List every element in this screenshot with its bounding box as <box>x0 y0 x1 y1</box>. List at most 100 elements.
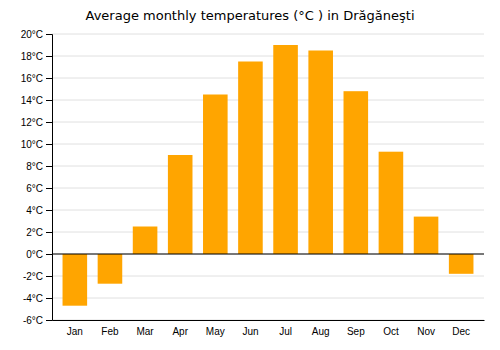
x-tick-label: Feb <box>101 326 119 337</box>
grid-line <box>52 100 484 101</box>
grid-line <box>52 78 484 79</box>
x-tick: Jun <box>242 326 258 337</box>
y-tick-label: 10°C <box>21 139 43 150</box>
y-tick-mark <box>46 144 52 145</box>
y-tick-mark <box>46 166 52 167</box>
x-tick: Jul <box>279 326 292 337</box>
bar <box>168 155 193 254</box>
y-tick-label: 16°C <box>21 73 43 84</box>
x-tick: Sep <box>347 326 365 337</box>
x-tick-label: Mar <box>136 326 154 337</box>
bar <box>203 95 228 255</box>
grid-line <box>52 144 484 145</box>
y-tick-label: 12°C <box>21 117 43 128</box>
bar <box>63 254 88 306</box>
x-axis-line <box>53 320 485 321</box>
x-tick: Nov <box>417 326 435 337</box>
y-tick: 0°C <box>26 249 52 260</box>
x-tick-label: Apr <box>172 326 188 337</box>
y-tick-label: 14°C <box>21 95 43 106</box>
x-tick: Mar <box>136 326 154 337</box>
chart: Average monthly temperatures (°C ) in Dr… <box>0 0 500 350</box>
bar <box>133 227 158 255</box>
bars <box>63 45 474 306</box>
y-tick-label: 20°C <box>21 29 43 40</box>
y-tick-label: -6°C <box>23 315 43 326</box>
grid-line <box>52 210 484 211</box>
grid-line <box>52 320 484 321</box>
plot: -6°C -4°C -2°C 0°C 2°C 4°C 6°C 8°C 10°C 12°C 14°C 1… <box>21 29 485 337</box>
y-tick-label: -2°C <box>23 271 43 282</box>
y-tick-label: 4°C <box>26 205 43 216</box>
bar <box>98 254 123 284</box>
bar <box>308 51 333 255</box>
y-tick: -4°C <box>23 293 52 304</box>
grid-line <box>52 254 484 255</box>
x-tick-label: Jun <box>242 326 258 337</box>
x-tick: Feb <box>101 326 119 337</box>
y-tick: -6°C <box>23 315 52 326</box>
grid-line <box>52 166 484 167</box>
y-axis: -6°C -4°C -2°C 0°C 2°C 4°C 6°C 8°C 10°C 12°C 14°C 1… <box>21 29 53 326</box>
y-tick-label: -4°C <box>23 293 43 304</box>
x-tick-label: Jan <box>67 326 83 337</box>
x-tick-label: Jul <box>279 326 292 337</box>
y-tick-label: 0°C <box>26 249 43 260</box>
x-tick: Oct <box>383 326 399 337</box>
grid-line <box>52 56 484 57</box>
zero-line <box>52 253 484 254</box>
y-tick-label: 6°C <box>26 183 43 194</box>
x-tick: Aug <box>312 326 330 337</box>
x-tick-label: Aug <box>312 326 330 337</box>
grid-line <box>52 298 484 299</box>
bar <box>273 45 298 254</box>
bar <box>379 152 404 254</box>
y-tick-mark <box>46 232 52 233</box>
y-tick: 18°C <box>21 51 52 62</box>
x-tick-label: Nov <box>417 326 435 337</box>
y-tick: 20°C <box>21 29 52 40</box>
y-tick: 16°C <box>21 73 52 84</box>
y-tick: 14°C <box>21 95 52 106</box>
grid <box>52 34 484 320</box>
grid-line <box>52 188 484 189</box>
title: Average monthly temperatures (°C ) in Dr… <box>86 8 415 23</box>
x-tick-label: May <box>206 326 225 337</box>
y-tick: 10°C <box>21 139 52 150</box>
y-axis-line <box>46 35 53 321</box>
x-tick-label: Oct <box>383 326 399 337</box>
x-tick: Jan <box>67 326 83 337</box>
bar <box>414 217 439 254</box>
y-tick: 6°C <box>26 183 52 194</box>
x-tick: May <box>206 326 225 337</box>
y-tick-mark <box>46 78 52 79</box>
y-tick-mark <box>46 298 52 299</box>
bar <box>238 62 263 255</box>
x-tick: Dec <box>452 326 470 337</box>
y-tick-mark <box>46 276 52 277</box>
y-tick-mark <box>46 210 52 211</box>
x-axis: Jan Feb Mar Apr May Jun Jul Aug Sep Oct Nov Dec <box>53 321 485 338</box>
y-tick-mark <box>46 320 52 321</box>
bar <box>344 91 369 254</box>
grid-line <box>52 34 484 35</box>
y-tick-mark <box>46 100 52 101</box>
y-tick-label: 18°C <box>21 51 43 62</box>
y-tick-mark <box>46 34 52 35</box>
x-tick-label: Sep <box>347 326 365 337</box>
y-tick-label: 2°C <box>26 227 43 238</box>
y-tick-mark <box>46 188 52 189</box>
y-tick: 2°C <box>26 227 52 238</box>
grid-line <box>52 122 484 123</box>
x-tick: Apr <box>172 326 188 337</box>
y-tick: 12°C <box>21 117 52 128</box>
y-tick: -2°C <box>23 271 52 282</box>
y-tick-mark <box>46 122 52 123</box>
y-tick-mark <box>46 254 52 255</box>
y-tick-mark <box>46 56 52 57</box>
y-tick: 8°C <box>26 161 52 172</box>
bar <box>449 254 474 274</box>
y-tick: 4°C <box>26 205 52 216</box>
x-tick-label: Dec <box>452 326 470 337</box>
y-tick-label: 8°C <box>26 161 43 172</box>
